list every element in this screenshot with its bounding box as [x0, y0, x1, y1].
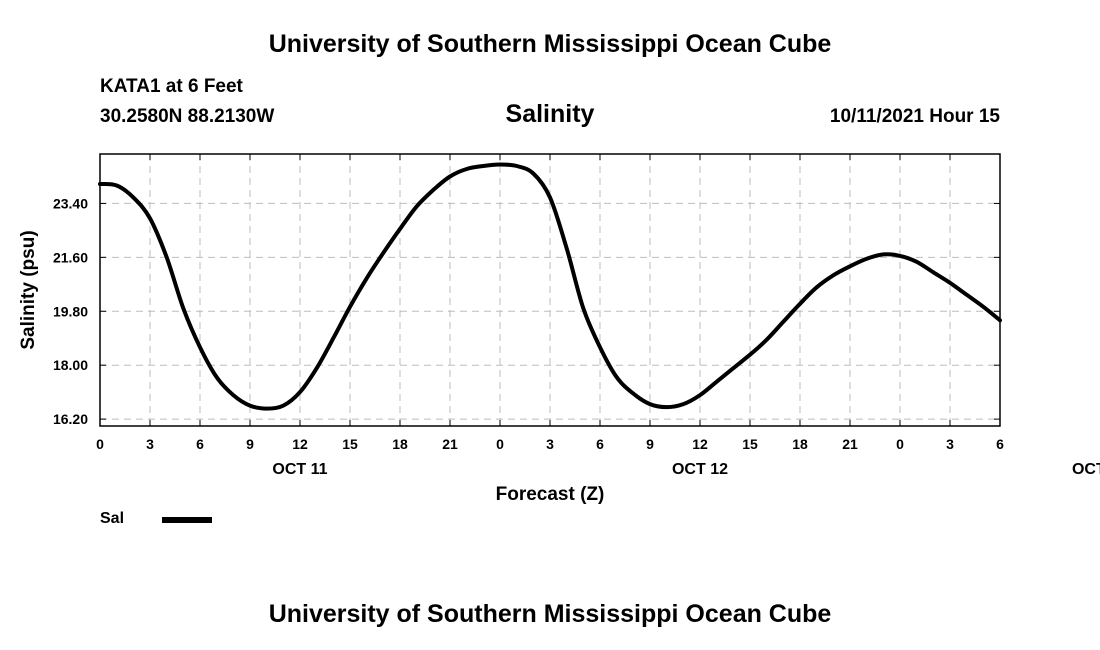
x-axis-label: Forecast (Z)	[496, 484, 605, 505]
x-tick-label: 12	[692, 436, 708, 452]
chart-grid	[100, 154, 1000, 426]
y-tick-label: 18.00	[53, 357, 88, 373]
x-tick-label: 0	[496, 436, 504, 452]
chart-title: Salinity	[505, 100, 595, 128]
x-tick-label: 21	[842, 436, 858, 452]
footer-title: University of Southern Mississippi Ocean…	[268, 600, 832, 628]
x-tick-label: 0	[96, 436, 104, 452]
x-tick-label: 21	[442, 436, 458, 452]
x-date-label: OCT 11	[272, 461, 327, 478]
series-line-salinity	[98, 162, 1002, 411]
y-tick-label: 23.40	[53, 195, 88, 211]
x-date-label: OCT 12	[672, 461, 728, 478]
x-tick-label: 12	[292, 436, 308, 452]
x-tick-label: 18	[792, 436, 808, 452]
timestamp-label: 10/11/2021 Hour 15	[829, 106, 1000, 127]
x-tick-label: 3	[946, 436, 954, 452]
x-tick-label: 3	[546, 436, 554, 452]
y-axis-ticks: 16.20 18.00 19.80 21.60 23.40	[53, 195, 1000, 427]
y-tick-label: 19.80	[53, 303, 88, 319]
x-tick-label: 15	[342, 436, 358, 452]
x-tick-label: 0	[896, 436, 904, 452]
x-tick-label: 15	[742, 436, 758, 452]
x-axis-date-labels: OCT 11 OCT 12 OCT 13	[272, 461, 1100, 478]
y-tick-label: 21.60	[53, 249, 88, 265]
station-label: KATA1 at 6 Feet	[100, 76, 243, 97]
x-tick-label: 6	[196, 436, 204, 452]
y-axis-label: Salinity (psu)	[18, 230, 39, 349]
x-tick-label: 3	[146, 436, 154, 452]
x-tick-label: 18	[392, 436, 408, 452]
coordinates-label: 30.2580N 88.2130W	[100, 106, 275, 127]
legend-line-swatch	[162, 517, 212, 523]
legend-label: Sal	[100, 510, 125, 527]
x-tick-label: 9	[646, 436, 654, 452]
page-title: University of Southern Mississippi Ocean…	[268, 30, 832, 58]
x-axis-ticks: 0 3 6 9 12 15 18 21 0 3 6 9 12 15 18 21 0 3 6	[96, 154, 1004, 452]
x-tick-label: 6	[596, 436, 604, 452]
chart-series	[98, 162, 1002, 411]
x-date-label: OCT 13	[1072, 461, 1100, 478]
y-tick-label: 16.20	[53, 411, 88, 427]
x-tick-label: 6	[996, 436, 1004, 452]
x-tick-label: 9	[246, 436, 254, 452]
